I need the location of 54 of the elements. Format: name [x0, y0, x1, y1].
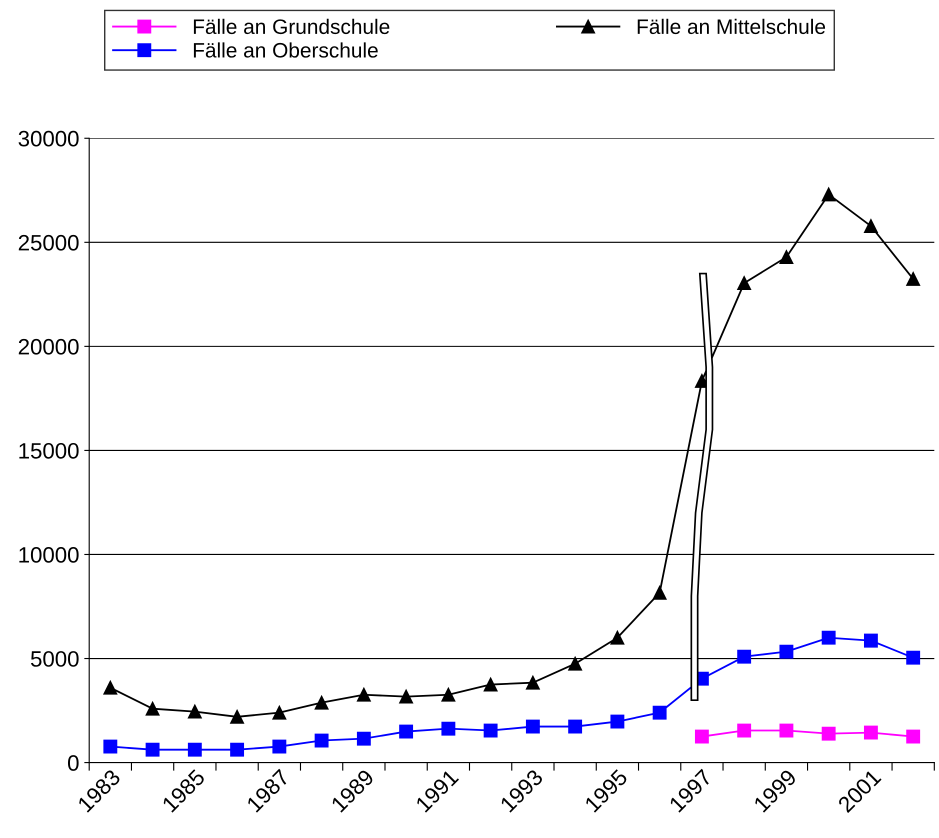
point [610, 714, 624, 729]
y-tick-label: 5000 [30, 651, 79, 667]
point [737, 650, 752, 664]
point [399, 724, 414, 739]
y-tick-label: 25000 [18, 234, 79, 251]
point [737, 724, 752, 738]
point [272, 740, 286, 754]
point [356, 732, 371, 746]
legend-label: Fälle an Oberschule [194, 42, 378, 58]
point [484, 678, 498, 692]
point [906, 272, 920, 286]
point [610, 630, 624, 645]
point [230, 742, 244, 757]
point [188, 742, 202, 757]
y-tick-label: 10000 [19, 547, 79, 563]
point [906, 730, 920, 744]
point [568, 656, 582, 671]
point [356, 688, 371, 702]
point [864, 726, 878, 740]
point [822, 726, 836, 741]
y-tick-label: 15000 [19, 442, 79, 459]
point [526, 676, 540, 690]
point [103, 680, 118, 695]
point [441, 722, 456, 736]
point [694, 730, 709, 744]
point [230, 710, 244, 724]
point [272, 706, 286, 720]
point [822, 188, 836, 202]
point [399, 690, 414, 704]
point [568, 720, 582, 734]
point [779, 644, 794, 659]
point [652, 706, 667, 720]
y-tick-label: 30000 [18, 130, 79, 147]
y-tick-label: 0 [68, 755, 79, 771]
point [314, 734, 329, 748]
point [779, 250, 794, 264]
point [441, 688, 456, 702]
point [652, 586, 667, 600]
point [906, 650, 920, 665]
legend-label: Fälle an Grundschule [194, 18, 390, 34]
y-tick-label: 20000 [18, 338, 79, 355]
point [822, 630, 836, 645]
point [864, 634, 878, 648]
point [146, 742, 160, 757]
legend-label: Fälle an Mittelschule [638, 18, 826, 34]
point [484, 724, 498, 738]
point [526, 720, 540, 734]
point [779, 724, 794, 738]
point [103, 740, 118, 754]
point [864, 219, 878, 234]
point [314, 696, 329, 710]
point [146, 702, 160, 716]
point [737, 276, 752, 290]
point [188, 704, 202, 719]
